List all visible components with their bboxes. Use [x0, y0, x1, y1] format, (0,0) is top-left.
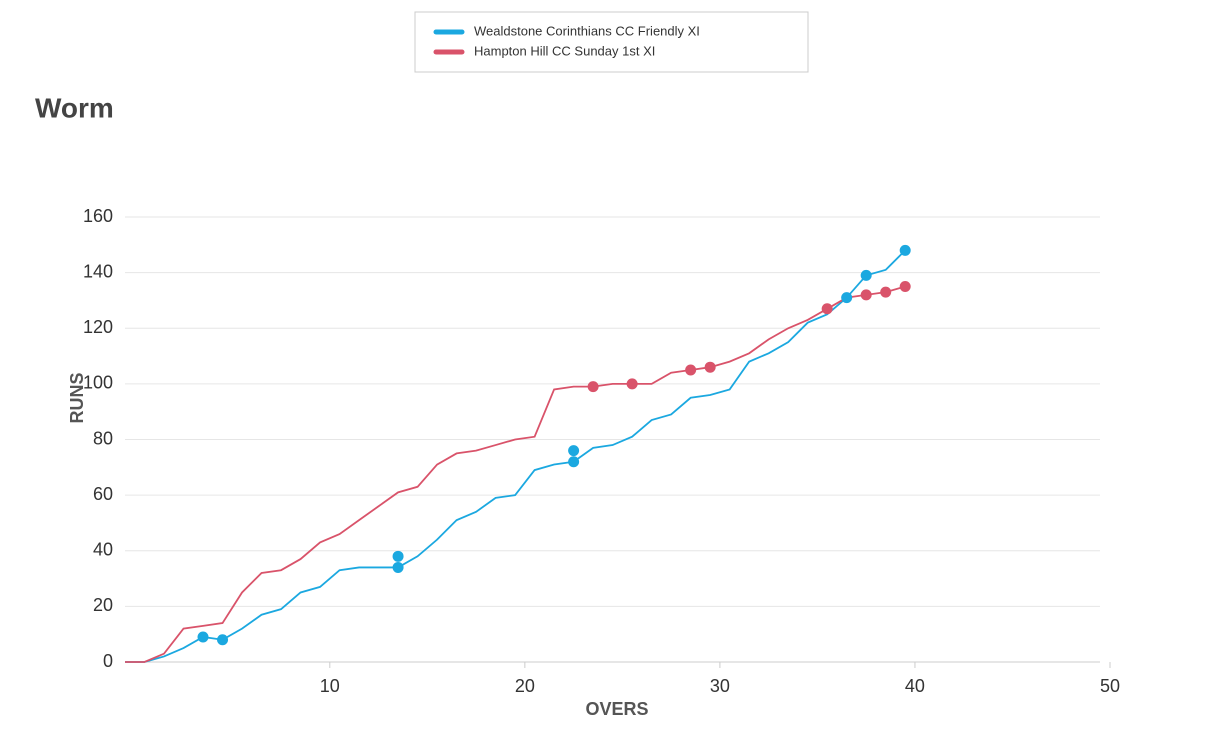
series-line — [125, 285, 906, 663]
wicket-marker — [197, 631, 209, 643]
y-tick-label: 160 — [83, 206, 113, 226]
wicket-marker — [587, 381, 599, 393]
legend-box — [414, 11, 809, 73]
x-tick-label: 40 — [905, 676, 925, 696]
x-tick-label: 20 — [515, 676, 535, 696]
y-tick-label: 140 — [83, 261, 113, 281]
chart-title: Worm — [35, 92, 114, 123]
x-axis-label: OVERS — [585, 699, 648, 719]
wicket-marker — [841, 292, 853, 304]
wicket-marker — [568, 456, 580, 468]
legend-label: Hampton Hill CC Sunday 1st XI — [474, 43, 655, 58]
x-tick-label: 10 — [320, 676, 340, 696]
wicket-marker — [899, 281, 911, 293]
wicket-marker — [568, 445, 580, 457]
y-tick-label: 40 — [93, 540, 113, 560]
y-tick-label: 120 — [83, 317, 113, 337]
wicket-marker — [685, 364, 697, 376]
wicket-marker — [217, 634, 229, 646]
x-tick-label: 50 — [1100, 676, 1120, 696]
y-tick-label: 60 — [93, 484, 113, 504]
x-tick-label: 30 — [710, 676, 730, 696]
wicket-marker — [860, 269, 872, 281]
y-tick-label: 0 — [103, 651, 113, 671]
wicket-marker — [899, 244, 911, 256]
wicket-marker — [704, 361, 716, 373]
series-line — [125, 249, 906, 663]
wicket-marker — [880, 286, 892, 298]
legend-label: Wealdstone Corinthians CC Friendly XI — [474, 23, 700, 38]
wicket-marker — [392, 550, 404, 562]
wicket-marker — [860, 289, 872, 301]
y-tick-label: 100 — [83, 373, 113, 393]
wicket-marker — [626, 378, 638, 390]
wicket-marker — [392, 561, 404, 573]
y-tick-label: 20 — [93, 595, 113, 615]
y-axis-label: RUNS — [67, 372, 87, 423]
y-tick-label: 80 — [93, 428, 113, 448]
wicket-marker — [821, 303, 833, 315]
